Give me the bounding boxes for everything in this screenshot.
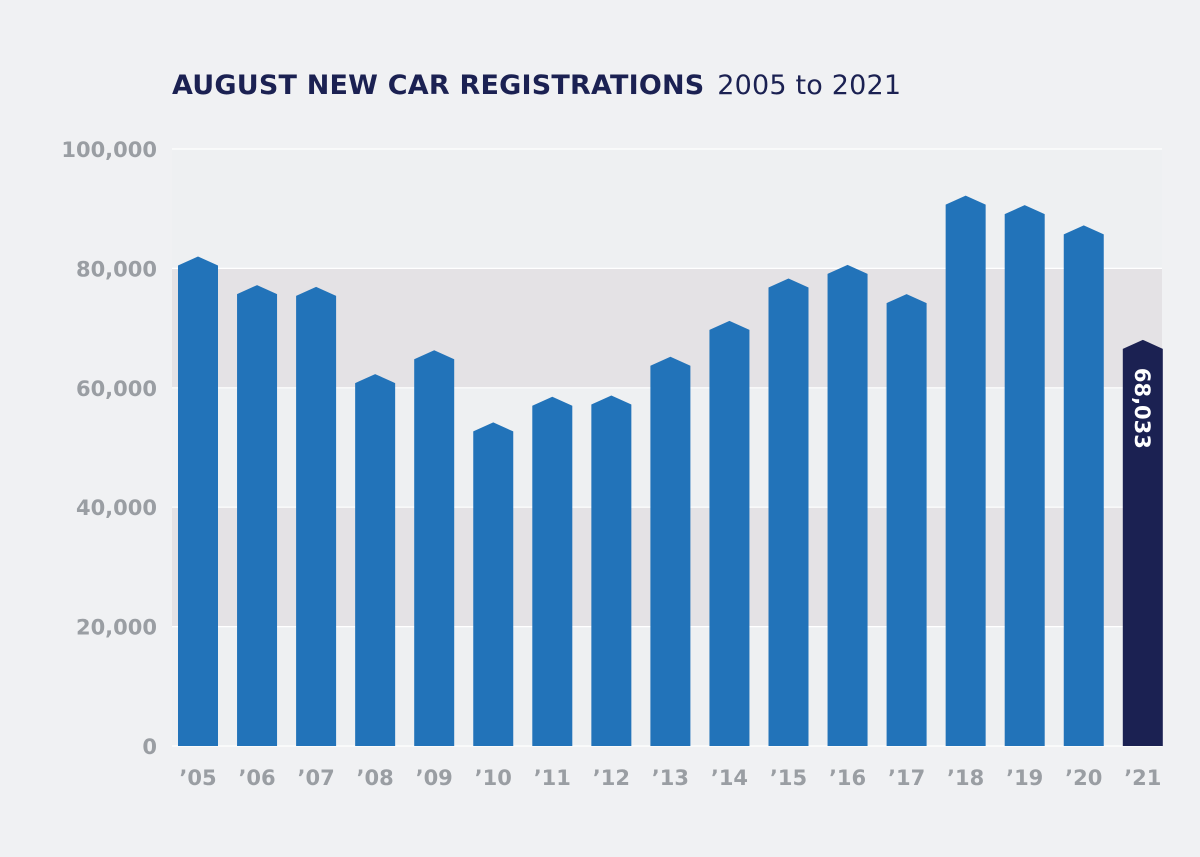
x-tick-label: ’12 — [593, 766, 630, 790]
data-labels: 68,033 — [1130, 368, 1154, 449]
bar-20 — [1063, 225, 1104, 746]
x-tick-label: ’07 — [297, 766, 334, 790]
bar-17 — [886, 294, 927, 746]
y-tick-label: 20,000 — [76, 616, 157, 640]
y-axis-ticks: 0 20,000 40,000 60,000 80,000 100,000 — [61, 138, 157, 759]
y-tick-label: 40,000 — [76, 496, 157, 520]
bar-18 — [945, 195, 986, 747]
bar-10 — [473, 422, 514, 746]
bar-05 — [178, 256, 218, 746]
x-tick-label: ’11 — [534, 766, 571, 790]
y-tick-label: 0 — [142, 735, 157, 759]
x-tick-label: ’16 — [829, 766, 866, 790]
x-tick-label: ’20 — [1065, 766, 1102, 790]
x-tick-label: ’14 — [711, 766, 748, 790]
x-tick-label: ’06 — [238, 766, 275, 790]
chart-title-block: AUGUST NEW CAR REGISTRATIONS 2005 to 202… — [172, 68, 901, 104]
bar-15 — [768, 278, 809, 746]
x-tick-label: ’08 — [357, 766, 394, 790]
y-tick-label: 100,000 — [61, 138, 157, 162]
bar-09 — [414, 350, 455, 746]
bar-19 — [1004, 205, 1045, 747]
x-tick-label: ’15 — [770, 766, 807, 790]
bar-16 — [827, 264, 868, 746]
y-tick-label: 80,000 — [76, 257, 157, 281]
bar-21 — [1122, 339, 1163, 746]
bar-06 — [237, 285, 278, 746]
x-tick-label: ’13 — [652, 766, 689, 790]
y-tick-label: 60,000 — [76, 377, 157, 401]
chart-title: AUGUST NEW CAR REGISTRATIONS — [172, 70, 705, 101]
x-tick-label: ’17 — [888, 766, 925, 790]
bar-07 — [296, 286, 337, 746]
x-tick-label: ’19 — [1006, 766, 1043, 790]
chart-subtitle: 2005 to 2021 — [717, 70, 902, 101]
data-label: 68,033 — [1130, 368, 1154, 449]
x-tick-label: ’10 — [475, 766, 512, 790]
bars — [178, 195, 1163, 747]
bar-14 — [709, 320, 750, 746]
bar-12 — [591, 395, 632, 746]
bar-08 — [355, 374, 396, 746]
band-4 — [172, 149, 1162, 269]
x-tick-label: ’09 — [416, 766, 453, 790]
x-tick-label: ’21 — [1124, 766, 1161, 790]
x-tick-label: ’05 — [179, 766, 216, 790]
bar-11 — [532, 396, 573, 746]
bar-13 — [650, 356, 691, 746]
x-axis-ticks: ’05 ’06 ’07 ’08 ’09 ’10 ’11 ’12 ’13 ’14 ’15 ’16 ’17 ’… — [179, 766, 1161, 790]
x-tick-label: ’18 — [947, 766, 984, 790]
